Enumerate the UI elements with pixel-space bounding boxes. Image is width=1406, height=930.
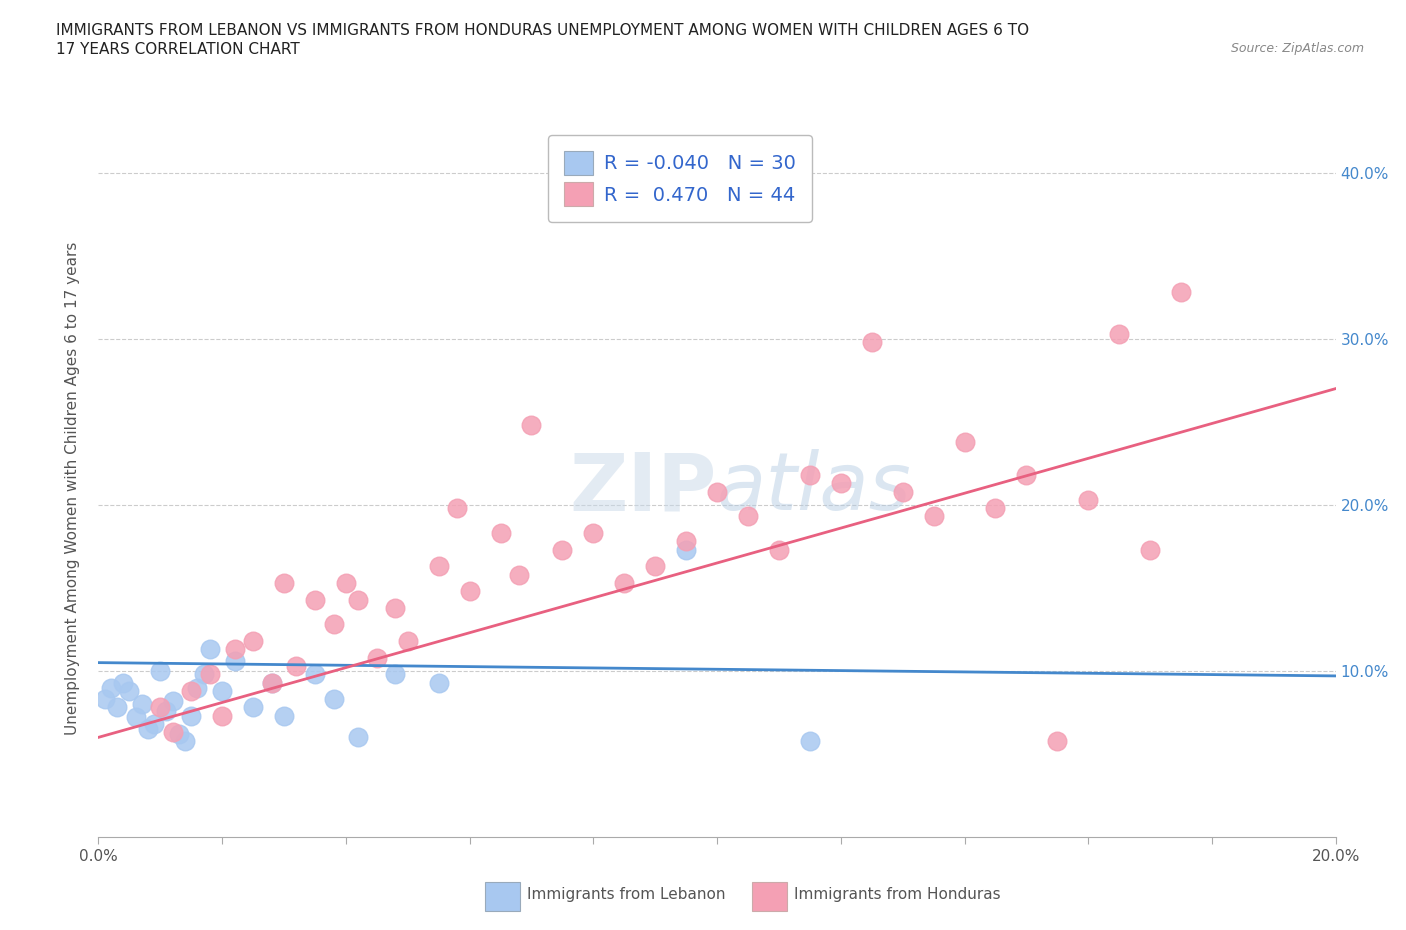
Point <box>149 663 172 678</box>
Point <box>242 700 264 715</box>
Point <box>174 733 197 748</box>
Point <box>384 667 406 682</box>
Point <box>304 667 326 682</box>
Point <box>322 692 344 707</box>
Text: Source: ZipAtlas.com: Source: ZipAtlas.com <box>1230 42 1364 55</box>
Point <box>799 733 821 748</box>
Point <box>446 500 468 515</box>
Legend: R = -0.040   N = 30, R =  0.470   N = 44: R = -0.040 N = 30, R = 0.470 N = 44 <box>548 135 811 221</box>
Point <box>891 485 914 499</box>
Point <box>1077 493 1099 508</box>
Text: Immigrants from Lebanon: Immigrants from Lebanon <box>527 887 725 902</box>
Point <box>198 667 221 682</box>
Point <box>396 633 419 648</box>
Point <box>427 675 450 690</box>
Point <box>131 697 153 711</box>
Point <box>860 335 883 350</box>
Point <box>384 601 406 616</box>
Point <box>322 617 344 631</box>
Text: Immigrants from Honduras: Immigrants from Honduras <box>794 887 1001 902</box>
Point <box>124 710 146 724</box>
Point <box>1046 733 1069 748</box>
Point <box>211 709 233 724</box>
Text: atlas: atlas <box>717 449 912 527</box>
Point <box>167 726 190 741</box>
Point <box>180 684 202 698</box>
Point <box>118 684 141 698</box>
Point <box>799 468 821 483</box>
Point <box>1015 468 1038 483</box>
Point <box>984 500 1007 515</box>
Point <box>458 584 481 599</box>
Point <box>105 700 128 715</box>
Point <box>224 642 246 657</box>
Point <box>427 559 450 574</box>
Point <box>1108 326 1130 341</box>
Point <box>112 675 135 690</box>
Point <box>224 654 246 669</box>
Y-axis label: Unemployment Among Women with Children Ages 6 to 17 years: Unemployment Among Women with Children A… <box>65 242 80 735</box>
Point <box>198 642 221 657</box>
Point <box>582 525 605 540</box>
Point <box>675 542 697 557</box>
Point <box>953 434 976 449</box>
Point <box>93 692 115 707</box>
Point <box>162 694 184 709</box>
Point <box>922 509 945 524</box>
Point <box>162 725 184 740</box>
Point <box>136 722 159 737</box>
Point <box>675 534 697 549</box>
Point <box>768 542 790 557</box>
Point <box>186 680 208 695</box>
Point <box>613 576 636 591</box>
Point <box>830 476 852 491</box>
Point <box>520 418 543 432</box>
Point <box>1170 285 1192 299</box>
Point <box>273 576 295 591</box>
Text: IMMIGRANTS FROM LEBANON VS IMMIGRANTS FROM HONDURAS UNEMPLOYMENT AMONG WOMEN WIT: IMMIGRANTS FROM LEBANON VS IMMIGRANTS FR… <box>56 23 1029 38</box>
Point <box>260 675 283 690</box>
Point <box>273 709 295 724</box>
Point <box>180 709 202 724</box>
Point <box>335 576 357 591</box>
Point <box>242 633 264 648</box>
Point <box>260 675 283 690</box>
Point <box>551 542 574 557</box>
Point <box>489 525 512 540</box>
Point <box>366 650 388 665</box>
Point <box>285 658 308 673</box>
Point <box>143 717 166 732</box>
Point <box>737 509 759 524</box>
Point <box>211 684 233 698</box>
Point <box>149 700 172 715</box>
Point <box>347 730 370 745</box>
Point <box>508 567 530 582</box>
Point <box>193 667 215 682</box>
Point <box>304 592 326 607</box>
Point <box>347 592 370 607</box>
Point <box>155 703 177 718</box>
Text: ZIP: ZIP <box>569 449 717 527</box>
Point <box>1139 542 1161 557</box>
Point <box>644 559 666 574</box>
Point <box>100 680 122 695</box>
Point <box>706 485 728 499</box>
Text: 17 YEARS CORRELATION CHART: 17 YEARS CORRELATION CHART <box>56 42 299 57</box>
